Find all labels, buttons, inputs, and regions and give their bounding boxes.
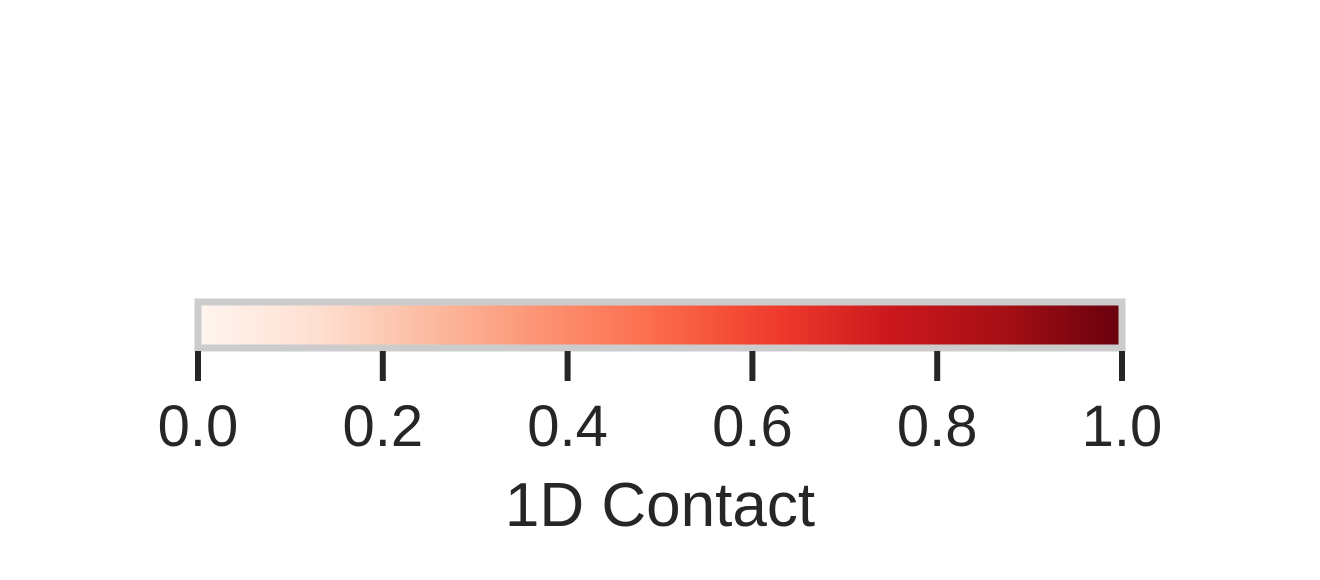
colorbar-tick-labels: 0.0 0.2 0.4 0.6 0.8 1.0 (158, 394, 1163, 459)
colorbar-tick-label: 0.2 (342, 394, 423, 459)
colorbar-ticks (195, 351, 1125, 381)
colorbar-tick-label: 0.6 (712, 394, 793, 459)
colorbar-tick-label: 0.0 (158, 394, 239, 459)
colorbar-tick-label: 0.4 (527, 394, 608, 459)
colorbar-gradient-bar (194, 298, 1126, 352)
colorbar-tick-label: 1.0 (1082, 394, 1163, 459)
colorbar-tick-label: 0.8 (897, 394, 978, 459)
colorbar-axis-label: 1D Contact (505, 471, 815, 540)
